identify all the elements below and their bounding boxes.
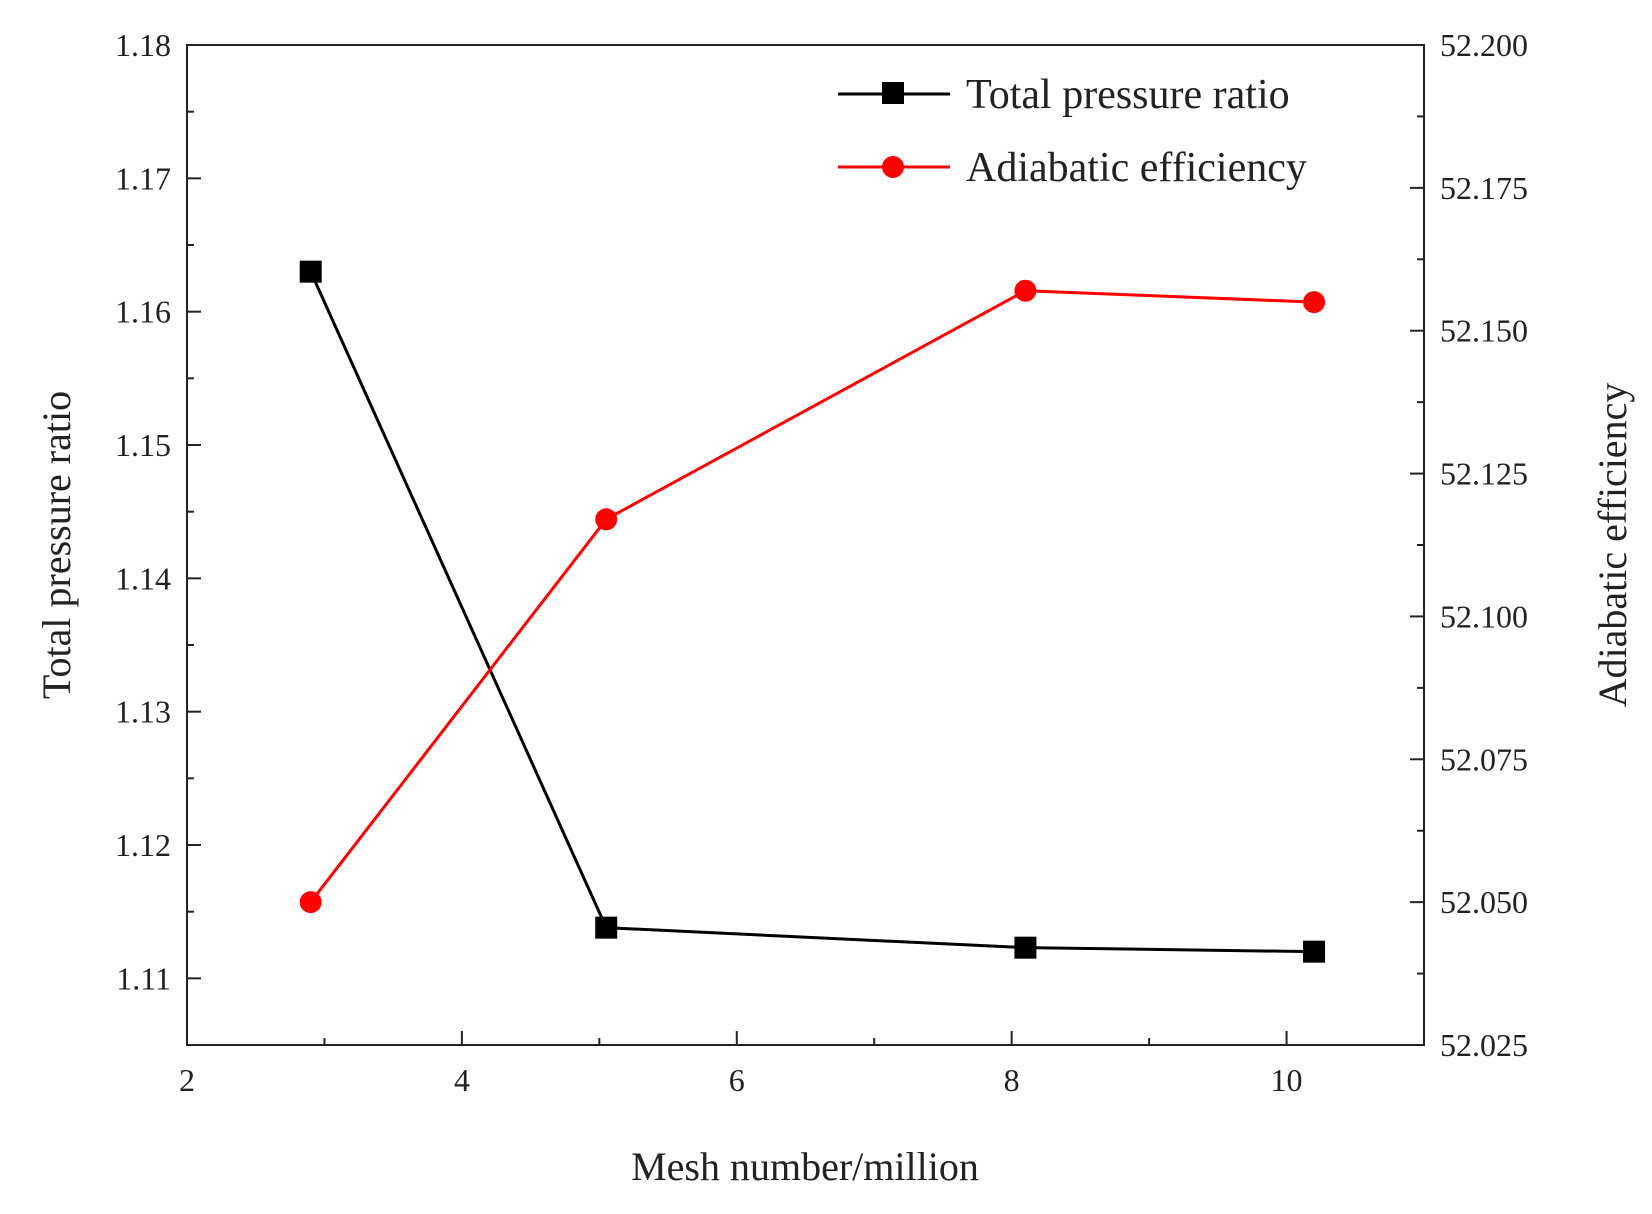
y2-tick-label: 52.125 xyxy=(1440,456,1528,492)
x-tick-label: 4 xyxy=(454,1062,470,1098)
series-line-total-pressure-ratio xyxy=(309,271,1315,954)
series-layer xyxy=(299,260,1326,963)
series-line-adiabatic-efficiency xyxy=(309,289,1315,904)
y2-tick-label: 52.200 xyxy=(1440,27,1528,63)
legend-label-total-pressure-ratio: Total pressure ratio xyxy=(966,72,1290,118)
data-point-adiabatic-efficiency xyxy=(299,891,322,914)
y-tick-label: 1.16 xyxy=(115,294,171,330)
y-tick-label: 1.14 xyxy=(115,560,171,596)
right-y-axis-title: Adiabatic efficiency xyxy=(1590,383,1635,708)
y2-tick-label: 52.075 xyxy=(1440,741,1528,777)
x-axis-ticks: 2 4 6 8 10 xyxy=(179,1031,1303,1098)
y2-tick-label: 52.100 xyxy=(1440,598,1528,634)
legend-marker-total-pressure-ratio xyxy=(882,82,904,104)
data-point-adiabatic-efficiency xyxy=(1303,291,1326,314)
y2-tick-label: 52.050 xyxy=(1440,884,1528,920)
y-tick-label: 1.12 xyxy=(115,827,171,863)
x-axis-title: Mesh number/million xyxy=(631,1144,979,1189)
plot-frame xyxy=(186,44,1425,1046)
left-y-axis-ticks: 1.11 1.12 1.13 1.14 1.15 1.16 1.17 1.18 xyxy=(115,27,201,996)
y2-tick-label: 52.025 xyxy=(1440,1027,1528,1063)
y2-tick-label: 52.175 xyxy=(1440,170,1528,206)
legend-marker-adiabatic-efficiency xyxy=(882,156,904,178)
y-tick-label: 1.11 xyxy=(116,960,171,996)
data-point-total-pressure-ratio xyxy=(1303,940,1326,963)
left-y-axis-title: Total pressure ratio xyxy=(34,391,79,699)
y-tick-label: 1.15 xyxy=(115,427,171,463)
x-tick-label: 8 xyxy=(1004,1062,1020,1098)
data-point-total-pressure-ratio xyxy=(595,916,618,939)
data-point-total-pressure-ratio xyxy=(1014,936,1037,959)
y-tick-label: 1.17 xyxy=(115,160,171,196)
y-tick-label: 1.13 xyxy=(115,694,171,730)
x-tick-label: 10 xyxy=(1271,1062,1303,1098)
x-tick-label: 6 xyxy=(729,1062,745,1098)
data-point-adiabatic-efficiency xyxy=(595,508,618,531)
right-y-axis-ticks: 52.025 52.050 52.075 52.100 52.125 52.150 52.1… xyxy=(1410,27,1528,1063)
data-point-total-pressure-ratio xyxy=(299,260,322,283)
x-tick-label: 2 xyxy=(179,1062,195,1098)
y-tick-label: 1.18 xyxy=(115,27,171,63)
legend-label-adiabatic-efficiency: Adiabatic efficiency xyxy=(966,145,1307,191)
y2-tick-label: 52.150 xyxy=(1440,313,1528,349)
data-point-adiabatic-efficiency xyxy=(1014,279,1037,302)
legend: Total pressure ratio Adiabatic efficienc… xyxy=(838,72,1307,191)
